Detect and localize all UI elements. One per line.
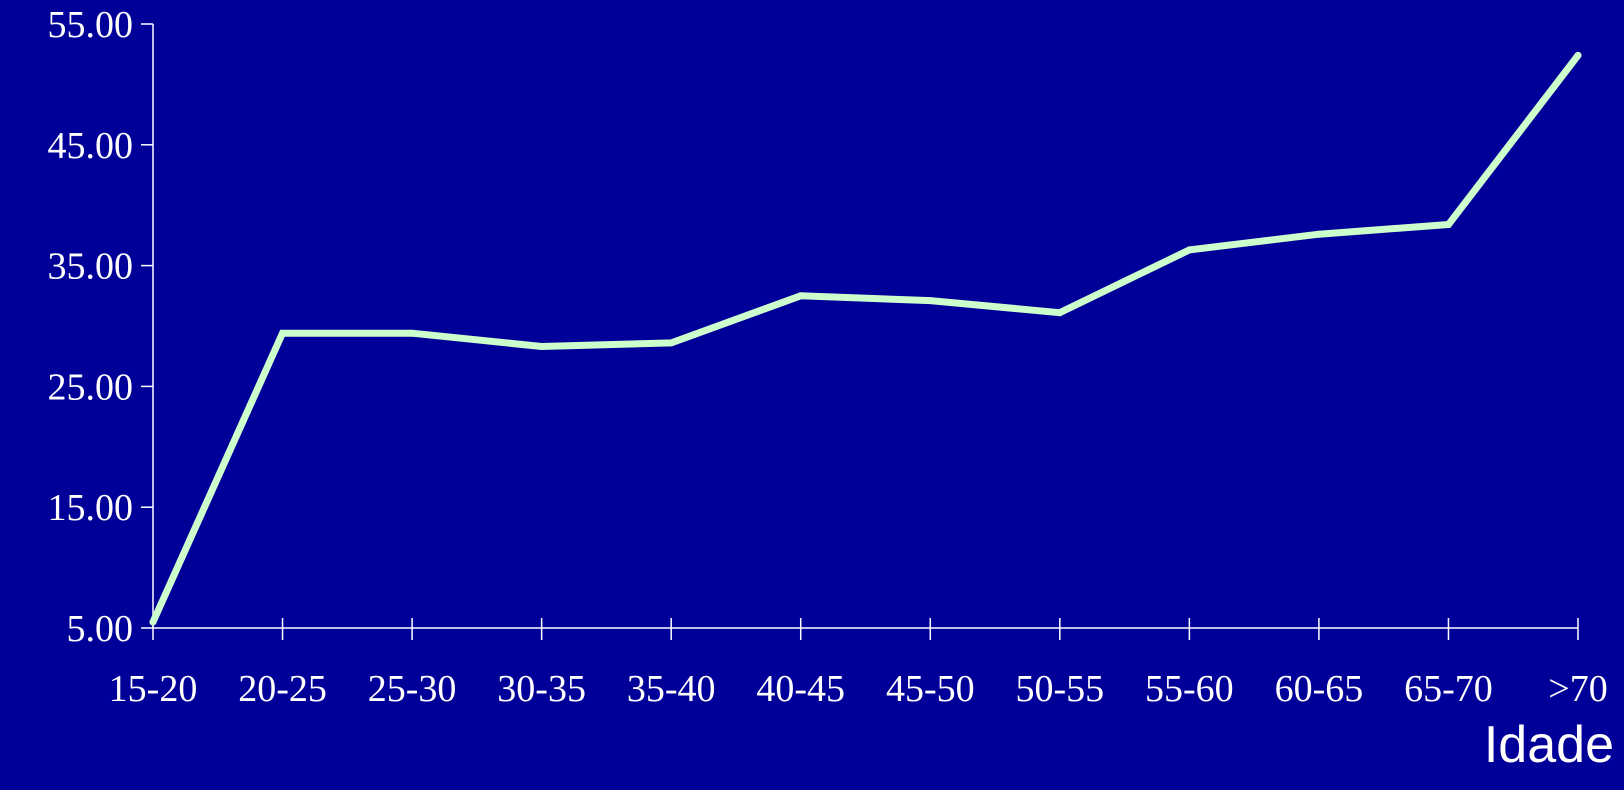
y-axis-ticks: 5.00 15.00 25.00 35.00 45.00 55.00 — [48, 4, 153, 650]
x-tick-label: 65-70 — [1404, 668, 1493, 710]
data-point — [1056, 309, 1064, 317]
y-tick-label: 55.00 — [48, 4, 134, 46]
series-group — [149, 51, 1582, 626]
data-point — [667, 339, 675, 347]
y-tick-label: 45.00 — [48, 125, 134, 167]
data-point — [1315, 230, 1323, 238]
data-point — [797, 292, 805, 300]
axes — [152, 24, 1578, 629]
x-tick-label: 20-25 — [238, 668, 327, 710]
x-tick-label: 30-35 — [497, 668, 586, 710]
y-tick-label: 15.00 — [48, 487, 134, 529]
x-tick-label: 50-55 — [1015, 668, 1104, 710]
x-tick-label: 60-65 — [1275, 668, 1364, 710]
x-tick-label: 35-40 — [627, 668, 716, 710]
x-tick-label: 45-50 — [886, 668, 975, 710]
data-point — [279, 329, 287, 337]
y-tick-label: 25.00 — [48, 366, 134, 408]
x-tick-label: >70 — [1548, 668, 1607, 710]
data-point — [1444, 221, 1452, 229]
x-axis-ticks: 15-20 20-25 25-30 30-35 35-40 40-45 45-50 50-55… — [109, 618, 1608, 710]
x-tick-label: 25-30 — [368, 668, 457, 710]
x-tick-label: 15-20 — [109, 668, 198, 710]
y-tick-label: 5.00 — [67, 608, 134, 650]
series-line-0 — [149, 51, 1582, 626]
data-point — [538, 343, 546, 351]
data-point — [1574, 51, 1582, 59]
x-axis-title: Idade — [1484, 716, 1614, 774]
data-point — [149, 618, 157, 626]
data-point — [1185, 246, 1193, 254]
x-tick-label: 40-45 — [756, 668, 845, 710]
x-tick-label: 55-60 — [1145, 668, 1234, 710]
data-point — [408, 329, 416, 337]
y-tick-label: 35.00 — [48, 246, 134, 288]
data-point — [926, 297, 934, 305]
